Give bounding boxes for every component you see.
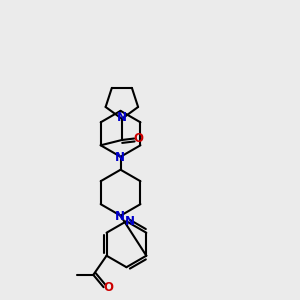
Text: N: N bbox=[125, 215, 135, 228]
Text: O: O bbox=[103, 281, 113, 294]
Text: N: N bbox=[117, 111, 127, 124]
Text: O: O bbox=[134, 132, 143, 145]
Text: N: N bbox=[115, 152, 125, 164]
Text: N: N bbox=[115, 210, 125, 223]
